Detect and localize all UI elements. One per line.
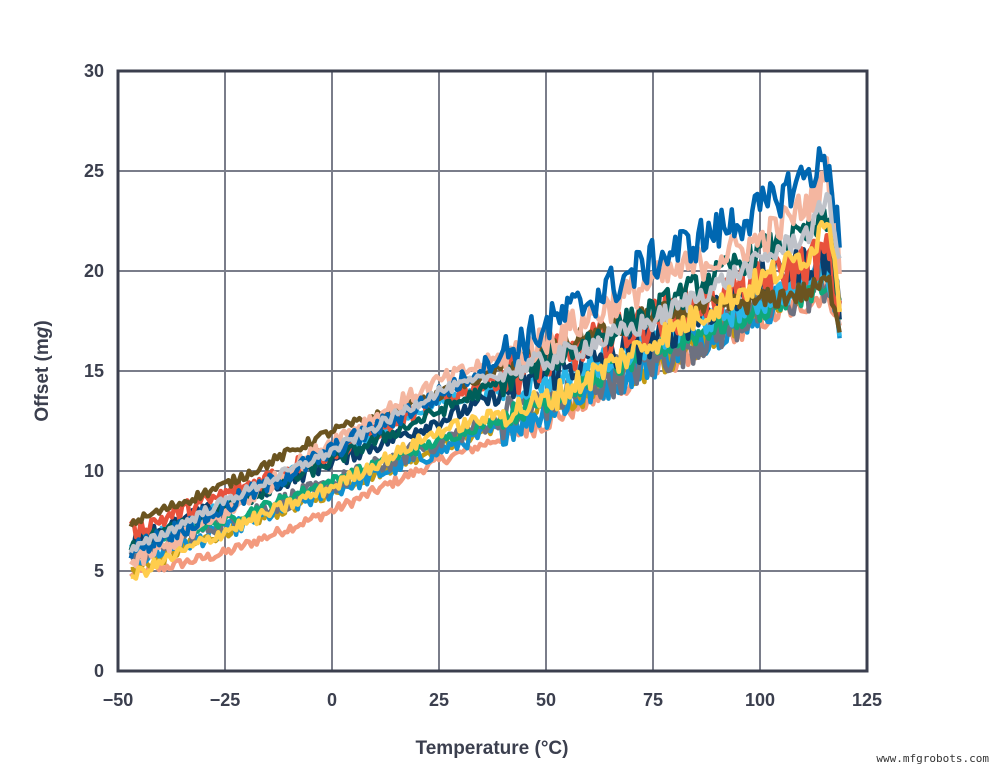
x-tick-labels: −50 −25 0 25 50 75 100 125 xyxy=(103,690,882,710)
x-tick-label: −25 xyxy=(210,690,241,710)
y-tick-label: 15 xyxy=(84,361,104,381)
x-tick-label: 0 xyxy=(327,690,337,710)
x-tick-label: 100 xyxy=(745,690,775,710)
x-tick-label: 125 xyxy=(852,690,882,710)
y-tick-label: 0 xyxy=(94,661,104,681)
y-tick-label: 20 xyxy=(84,261,104,281)
watermark: www.mfgrobots.com xyxy=(876,752,989,765)
series-line-device-6 xyxy=(128,191,842,554)
y-tick-label: 5 xyxy=(94,561,104,581)
y-tick-label: 10 xyxy=(84,461,104,481)
x-tick-label: −50 xyxy=(103,690,134,710)
series-line-device-8 xyxy=(130,219,842,581)
series-lines xyxy=(128,146,842,581)
x-tick-label: 75 xyxy=(643,690,663,710)
x-axis-label: Temperature (°C) xyxy=(416,738,569,759)
x-tick-label: 50 xyxy=(536,690,556,710)
y-tick-label: 30 xyxy=(84,61,104,81)
x-tick-label: 25 xyxy=(429,690,449,710)
y-tick-labels: 0 5 10 15 20 25 30 xyxy=(84,61,104,681)
y-tick-label: 25 xyxy=(84,161,104,181)
y-axis-label: Offset (mg) xyxy=(32,320,53,421)
plot-frame xyxy=(116,69,869,673)
series-line-device-1 xyxy=(128,146,842,560)
